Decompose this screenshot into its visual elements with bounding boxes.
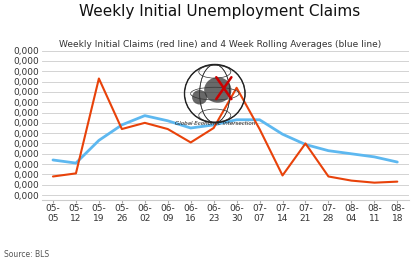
Text: Source: BLS: Source: BLS (4, 250, 49, 259)
Text: Weekly Initial Claims (red line) and 4 Week Rolling Averages (blue line): Weekly Initial Claims (red line) and 4 W… (59, 40, 381, 49)
Ellipse shape (192, 90, 207, 105)
Ellipse shape (204, 77, 232, 103)
Text: Weekly Initial Unemployment Claims: Weekly Initial Unemployment Claims (79, 4, 361, 19)
Text: Global Economic Intersection: Global Economic Intersection (175, 121, 255, 126)
